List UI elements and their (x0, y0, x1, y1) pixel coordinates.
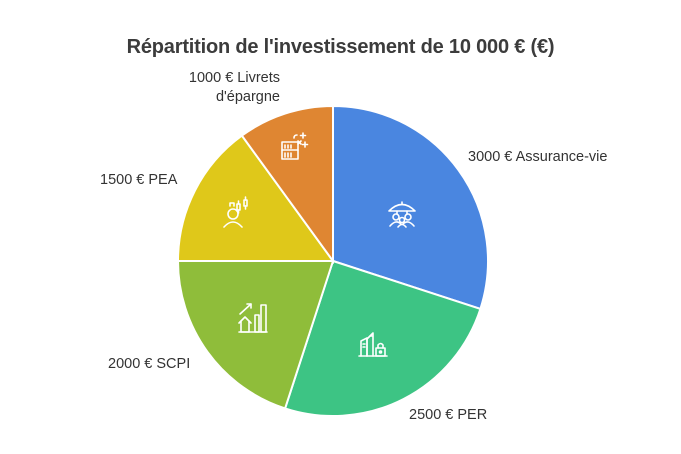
pie-slice-livrets-d-pargne (240, 104, 334, 265)
chart-title: Répartition de l'investissement de 10 00… (126, 36, 555, 58)
investor-candlestick-icon (223, 196, 248, 228)
pie-slice-pea (176, 134, 335, 262)
label-per: 2500 € PER (409, 407, 488, 423)
house-growth-chart-icon (238, 303, 268, 333)
label-pea: 1500 € PEA (100, 172, 178, 188)
label-livrets-line1: 1000 € Livrets (188, 70, 280, 86)
label-assurance-vie: 3000 € Assurance-vie (468, 149, 608, 165)
pie-slice-scpi (176, 260, 335, 410)
label-livrets-line2: d'épargne (215, 89, 280, 105)
label-livrets: 1000 € Livrets d'épargne (168, 69, 280, 107)
umbrella-family-icon (388, 201, 416, 228)
buildings-lock-icon (358, 332, 388, 357)
bank-savings-icon (281, 132, 309, 160)
label-scpi: 2000 € SCPI (108, 356, 191, 372)
slice-icons (223, 132, 416, 357)
pie-slice-per (283, 259, 482, 417)
pie-slices (176, 104, 489, 417)
